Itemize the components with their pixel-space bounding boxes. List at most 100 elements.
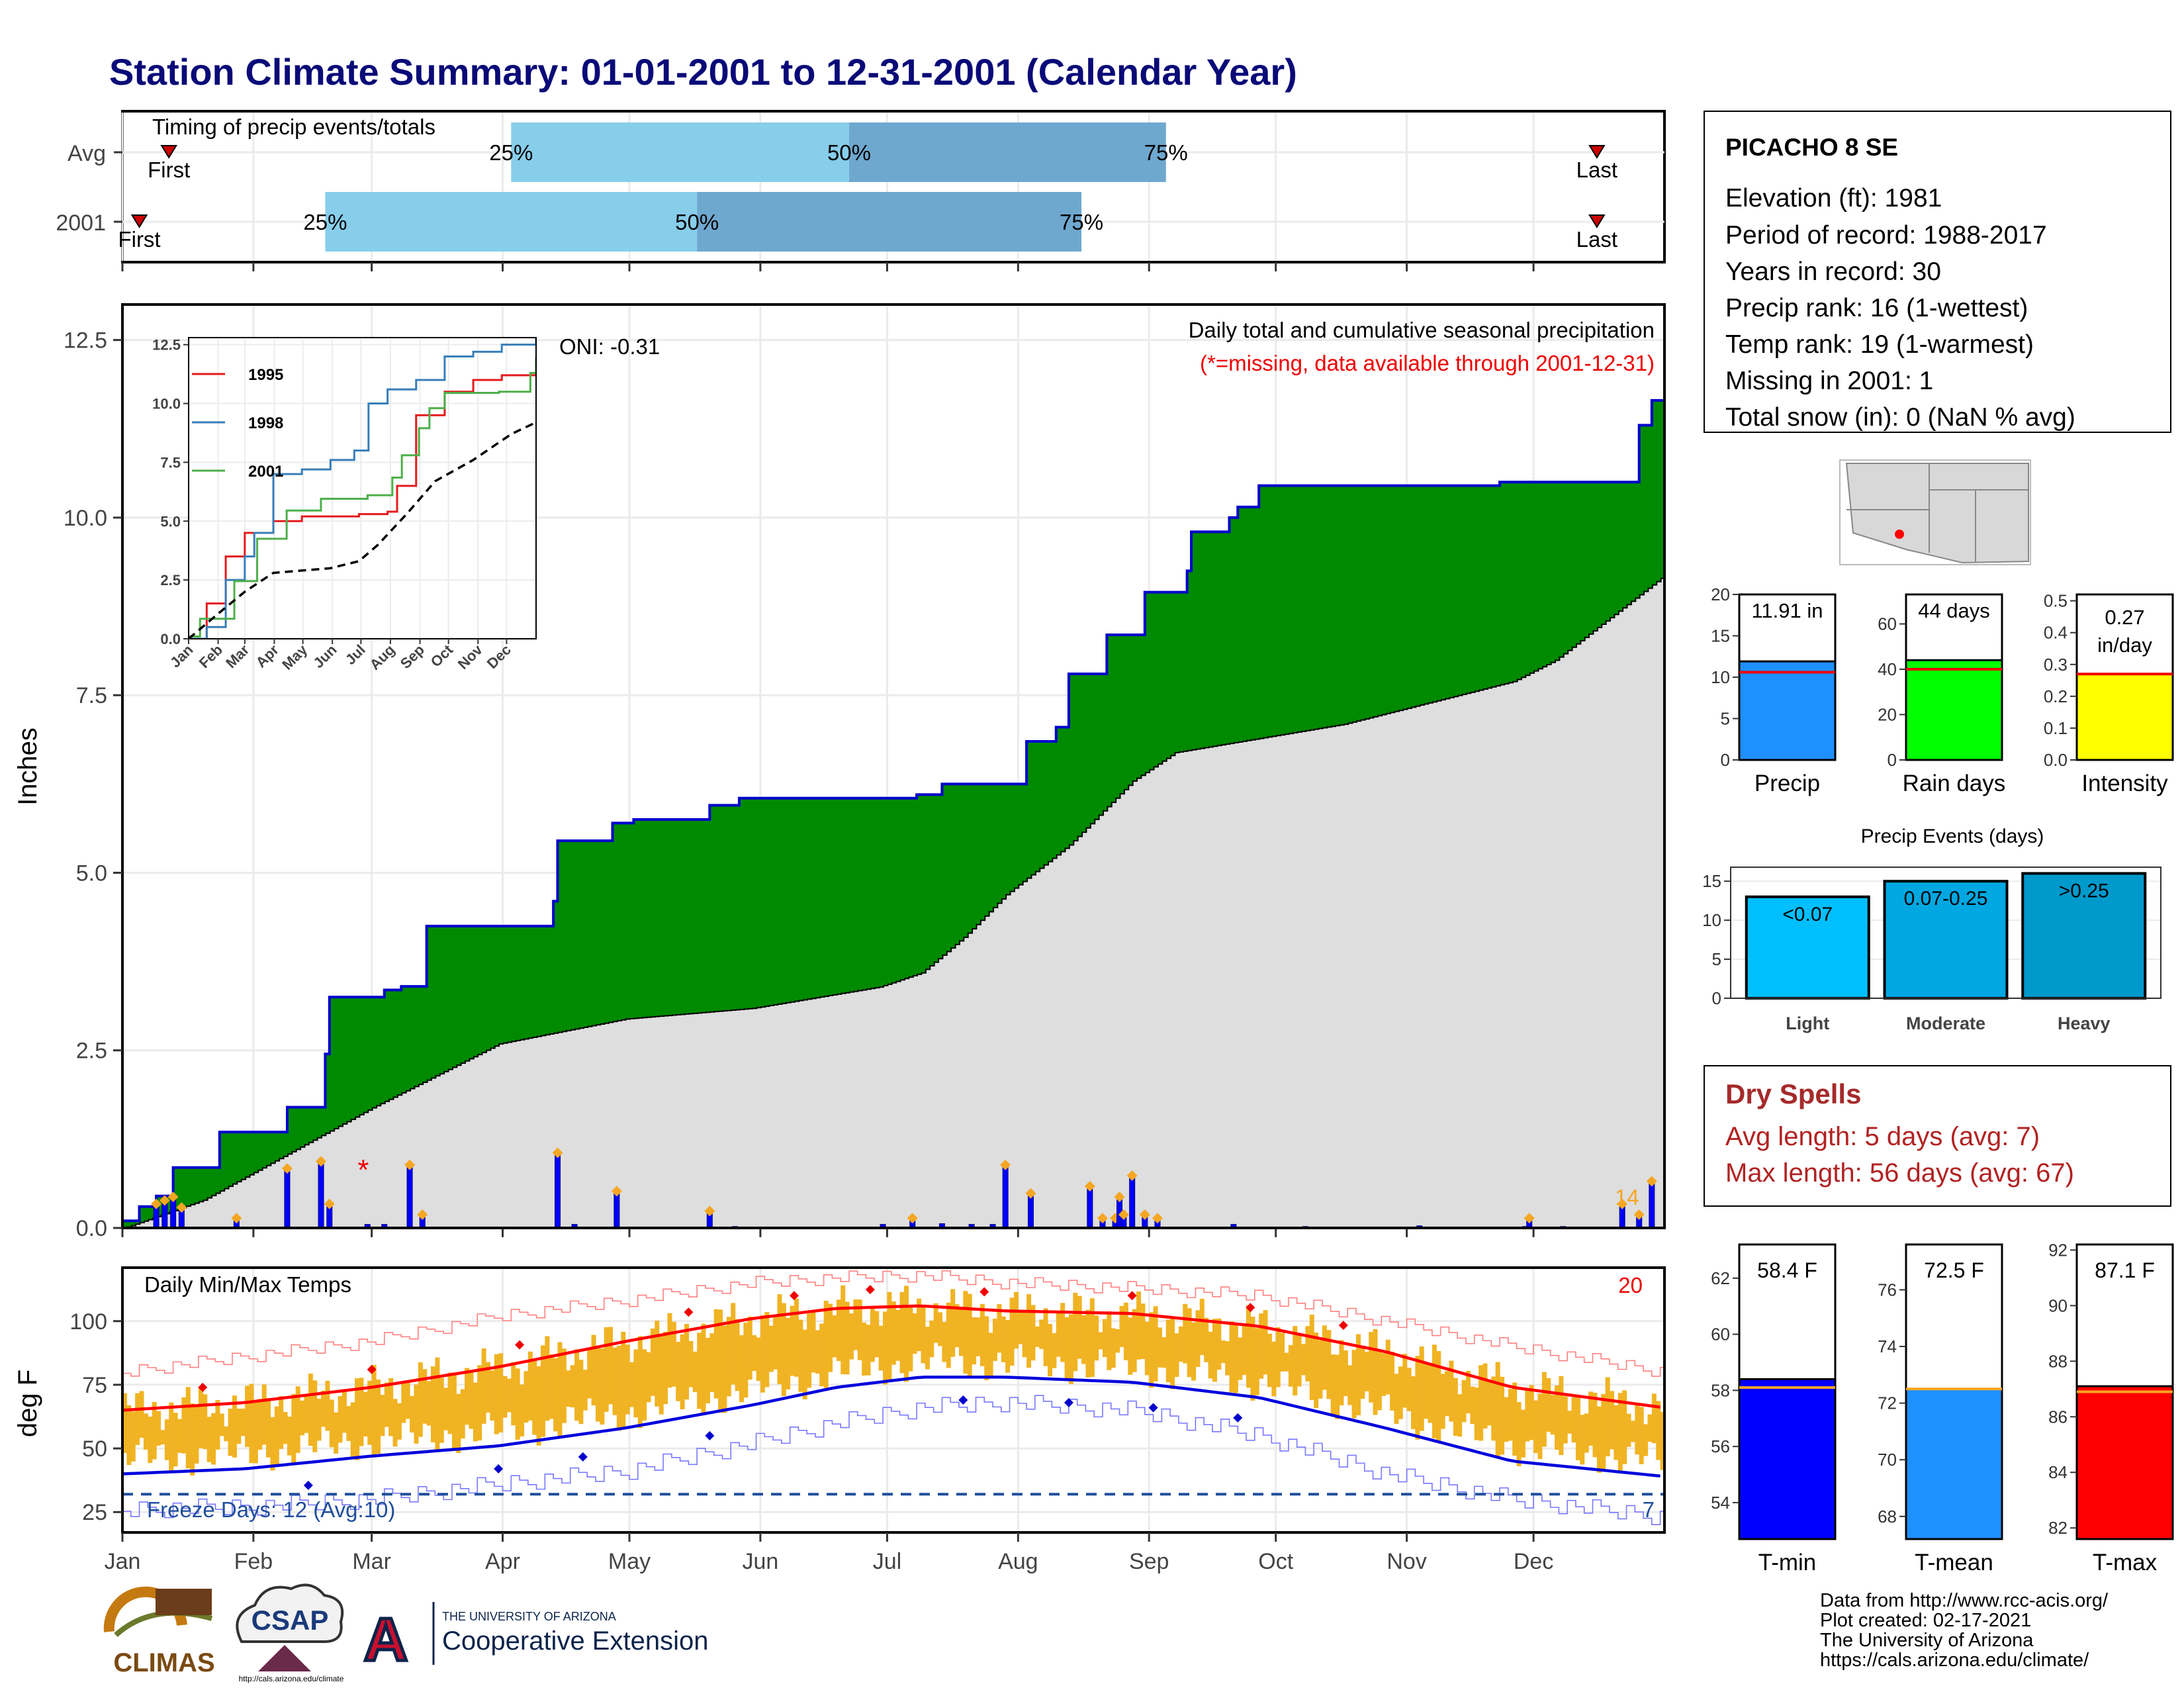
- daily-temp-bar: [841, 1285, 846, 1375]
- daily-temp-bar: [848, 1313, 854, 1360]
- daily-temp-bar: [1428, 1362, 1433, 1423]
- daily-temp-bar: [1385, 1339, 1390, 1395]
- daily-temp-bar: [329, 1399, 334, 1448]
- daily-precip-bar: [1002, 1167, 1009, 1228]
- tempbar-value-label: 87.1 F: [2095, 1258, 2155, 1282]
- temp-y-tick-label: 75: [82, 1373, 107, 1398]
- daily-temp-bar: [257, 1399, 263, 1450]
- daily-temp-bar: [844, 1301, 850, 1375]
- daily-temp-bar: [1149, 1312, 1154, 1388]
- daily-temp-bar: [198, 1387, 203, 1448]
- daily-temp-bar: [553, 1358, 559, 1432]
- daily-temp-bar: [735, 1319, 740, 1391]
- daily-temp-bar: [1085, 1309, 1091, 1378]
- inset-y-tick-label: 7.5: [160, 454, 181, 471]
- daily-temp-bar: [1647, 1414, 1653, 1442]
- daily-temp-bar: [790, 1305, 795, 1376]
- daily-precip-peak-marker: [1000, 1159, 1011, 1170]
- month-x-axis: Jan Feb Mar Apr May Jun Jul Aug Sep Oct Nov Dec: [105, 1532, 1553, 1574]
- daily-temp-bar: [1043, 1308, 1048, 1366]
- daily-temp-bar: [1571, 1397, 1576, 1443]
- cumulative-2001-line: [122, 380, 1664, 1228]
- daily-temp-bar: [435, 1357, 440, 1452]
- daily-temp-bar: [1402, 1354, 1408, 1408]
- tempbar-y-tick-label: 56: [1711, 1436, 1730, 1456]
- station-info-box: PICACHO 8 SE Elevation (ft): 1981 Period…: [1704, 111, 2171, 433]
- daily-precip-peak-marker: [1097, 1213, 1108, 1224]
- daily-temp-bar: [692, 1351, 698, 1392]
- month-tick-label: Oct: [1258, 1549, 1293, 1574]
- daily-temp-bar: [988, 1333, 993, 1378]
- daily-temp-bar: [1559, 1376, 1564, 1456]
- daily-temp-bar: [363, 1391, 368, 1437]
- daily-temp-bar: [1651, 1393, 1657, 1444]
- events-category-label: Moderate: [1906, 1013, 1985, 1033]
- daily-temp-bar: [1136, 1291, 1142, 1360]
- daily-temp-bar: [1293, 1326, 1298, 1396]
- daily-temp-bar: [946, 1302, 951, 1368]
- daily-temp-bar: [1373, 1329, 1378, 1415]
- daily-temp-bar: [671, 1321, 676, 1387]
- daily-temp-bar: [249, 1383, 254, 1464]
- daily-temp-bar: [527, 1351, 533, 1421]
- daily-temp-bar: [1208, 1331, 1213, 1379]
- tempbar-y-tick-label: 54: [1711, 1493, 1730, 1513]
- events-bar: [2021, 872, 2147, 1000]
- daily-temp-bar: [511, 1362, 516, 1426]
- daily-precip-bar: [326, 1206, 333, 1228]
- daily-temp-bar: [684, 1323, 689, 1400]
- month-tick-label: Feb: [234, 1549, 273, 1574]
- daily-temp-bar: [185, 1387, 191, 1469]
- daily-temp-bar: [1605, 1377, 1610, 1456]
- daily-temp-bar: [1474, 1387, 1479, 1440]
- daily-temp-bar: [1301, 1344, 1306, 1376]
- month-tick-label: Sep: [1129, 1549, 1169, 1574]
- daily-temp-bar: [1537, 1393, 1543, 1460]
- daily-precip-peak-marker: [231, 1213, 242, 1224]
- daily-temp-bar: [1461, 1380, 1467, 1423]
- daily-temp-bar: [520, 1384, 525, 1436]
- daily-temp-bar: [566, 1370, 571, 1407]
- daily-temp-bar: [1191, 1322, 1197, 1381]
- daily-precip-bar: [1230, 1224, 1237, 1228]
- daily-precip-bar: [571, 1224, 578, 1228]
- minibar-value-bar: [1905, 659, 2003, 761]
- daily-temp-bar: [1479, 1365, 1484, 1441]
- month-tick-label: Aug: [998, 1549, 1038, 1574]
- csap-logo: CSAP http://cals.arizona.edu/climate: [236, 1583, 344, 1683]
- record-low-marker: [1233, 1413, 1243, 1423]
- daily-temp-bar: [870, 1307, 875, 1362]
- daily-temp-bar: [1318, 1340, 1323, 1399]
- minibar-y-tick-label: 0.1: [2044, 718, 2068, 738]
- daily-temp-bar: [874, 1311, 880, 1358]
- surplus-area: [122, 381, 1664, 1228]
- daily-temp-bar: [659, 1336, 664, 1415]
- daily-precip-bar: [406, 1167, 413, 1228]
- timing-panel: Timing of precip events/totals 25% 50% 75%…: [56, 110, 1666, 271]
- daily-temp-bar: [1541, 1372, 1547, 1447]
- precip-y-tick-label: 5.0: [76, 861, 107, 886]
- daily-temp-bar: [1482, 1363, 1488, 1429]
- daily-temp-bar: [1102, 1319, 1107, 1358]
- daily-temp-bar: [418, 1362, 423, 1437]
- daily-temp-bar: [1525, 1389, 1530, 1442]
- daily-temp-bar: [485, 1362, 490, 1413]
- precip-panel-subtitle: (*=missing, data available through 2001-…: [1200, 351, 1655, 375]
- station-line-years: Years in record: 30: [1725, 258, 1941, 286]
- daily-temp-bar: [832, 1315, 837, 1358]
- daily-temp-bar: [1018, 1310, 1023, 1344]
- daily-temp-bar: [1326, 1330, 1332, 1399]
- temp-y-axis: 25 50 75 100: [69, 1309, 122, 1525]
- map-borders: [1846, 463, 2028, 563]
- dry-spells-frame: [1704, 1065, 2171, 1207]
- timing-p50-label: 50%: [675, 210, 719, 234]
- daily-temp-bar: [1343, 1350, 1348, 1397]
- daily-temp-bar: [570, 1365, 575, 1408]
- daily-temp-bar: [1233, 1323, 1238, 1393]
- daily-precip-bar: [555, 1155, 561, 1228]
- record-high-marker: [515, 1340, 525, 1350]
- timing-last-marker: [1588, 214, 1606, 228]
- tempbar-y-tick-label: 76: [1878, 1280, 1897, 1299]
- daily-temp-bar: [1030, 1305, 1036, 1361]
- minibar-value-label: 11.91 in: [1751, 599, 1823, 622]
